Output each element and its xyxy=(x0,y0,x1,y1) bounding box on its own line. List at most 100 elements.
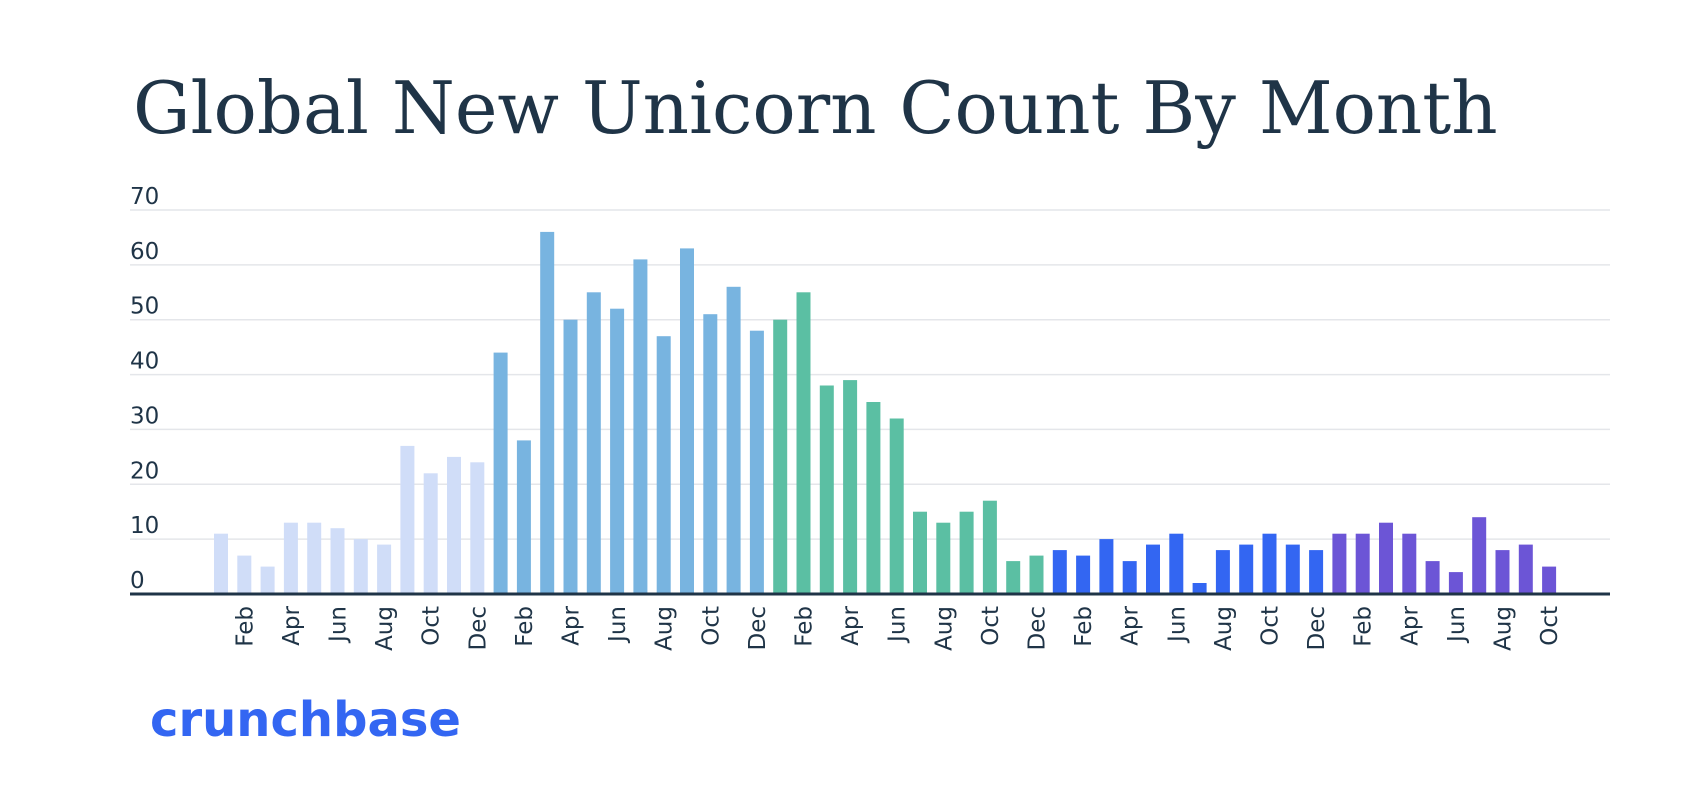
x-tick-label: Oct xyxy=(978,606,1004,646)
bar xyxy=(447,456,461,594)
bar xyxy=(470,462,485,594)
bar xyxy=(516,440,531,594)
x-tick-label: Jun xyxy=(326,606,352,644)
y-tick-label: 40 xyxy=(130,349,159,375)
bar xyxy=(330,528,345,594)
x-tick-label: Aug xyxy=(1211,606,1237,651)
bar xyxy=(1542,566,1557,594)
y-tick-label: 30 xyxy=(130,403,159,429)
y-tick-label: 0 xyxy=(130,568,145,594)
x-tick-label: Dec xyxy=(465,606,491,651)
bar xyxy=(796,292,811,594)
bar xyxy=(1425,561,1440,594)
bar xyxy=(1262,533,1277,594)
bar xyxy=(1122,561,1137,594)
y-tick-label: 50 xyxy=(130,294,159,320)
bar xyxy=(1239,544,1254,594)
bar xyxy=(1402,533,1417,594)
bars xyxy=(214,231,1557,594)
bar xyxy=(610,308,625,594)
y-tick-label: 70 xyxy=(130,184,159,210)
bar xyxy=(283,522,298,594)
x-tick-label: Aug xyxy=(372,606,398,651)
bar xyxy=(1192,583,1207,594)
bar xyxy=(1052,550,1067,594)
x-tick-label: Oct xyxy=(419,606,445,646)
y-tick-label: 60 xyxy=(130,239,159,265)
bar xyxy=(377,544,392,594)
bar xyxy=(1355,533,1370,594)
bar xyxy=(749,330,764,594)
bar xyxy=(633,259,648,594)
x-tick-label: Apr xyxy=(1118,605,1144,645)
bar xyxy=(400,445,415,594)
crunchbase-logo: crunchbase xyxy=(150,692,461,748)
x-tick-label: Dec xyxy=(1304,606,1330,651)
bar xyxy=(1379,522,1393,594)
bar xyxy=(1099,539,1114,594)
bar xyxy=(237,555,252,594)
x-tick-label: Aug xyxy=(1491,606,1517,651)
bar xyxy=(773,319,788,594)
bar xyxy=(1518,544,1533,594)
bar xyxy=(1472,517,1487,594)
x-tick-label: Oct xyxy=(698,606,724,646)
x-tick-label: Feb xyxy=(792,606,818,647)
bar xyxy=(819,385,834,594)
x-tick-label: Feb xyxy=(1351,606,1377,647)
bar xyxy=(540,231,555,594)
x-tick-label: Apr xyxy=(1397,605,1423,645)
bar xyxy=(1448,572,1463,594)
x-tick-label: Apr xyxy=(838,605,864,645)
x-tick-label: Feb xyxy=(512,606,538,647)
y-axis-ticks: 0 10 20 30 40 50 60 70 xyxy=(130,184,159,594)
bar xyxy=(1029,555,1044,594)
x-tick-label: Jun xyxy=(885,606,911,644)
x-tick-label: Jun xyxy=(1164,606,1190,644)
x-tick-label: Jun xyxy=(605,606,631,644)
x-tick-label: Feb xyxy=(1071,606,1097,647)
bar xyxy=(1285,544,1300,594)
y-tick-label: 10 xyxy=(130,513,159,539)
x-tick-label: Oct xyxy=(1258,606,1284,646)
bar xyxy=(563,319,578,594)
bar xyxy=(1215,550,1230,594)
x-tick-label: Feb xyxy=(232,606,258,647)
bar xyxy=(1169,533,1184,594)
bar xyxy=(493,352,508,594)
x-tick-label: Aug xyxy=(652,606,678,651)
bar xyxy=(260,566,275,594)
x-tick-label: Aug xyxy=(931,606,957,651)
bar xyxy=(866,402,881,594)
bar xyxy=(656,336,671,594)
bar xyxy=(913,511,927,594)
bar xyxy=(214,533,228,594)
x-tick-label: Dec xyxy=(745,606,771,651)
bar xyxy=(936,522,951,594)
bar xyxy=(889,418,904,594)
y-tick-label: 20 xyxy=(130,458,159,484)
bar xyxy=(307,522,322,594)
bar xyxy=(959,511,974,594)
bar xyxy=(353,539,368,594)
bar xyxy=(982,500,997,594)
x-tick-label: Apr xyxy=(279,605,305,645)
bar xyxy=(1076,555,1091,594)
bar xyxy=(680,248,694,594)
bar xyxy=(843,380,858,594)
bar xyxy=(703,314,718,594)
bar xyxy=(1309,550,1324,594)
chart-title: Global New Unicorn Count By Month xyxy=(133,66,1498,150)
bar xyxy=(423,473,438,594)
bar xyxy=(1332,533,1347,594)
x-tick-label: Dec xyxy=(1025,606,1051,651)
x-tick-label: Jun xyxy=(1444,606,1470,644)
x-tick-label: Oct xyxy=(1537,606,1563,646)
bar xyxy=(1146,544,1160,594)
bar xyxy=(586,292,601,594)
x-axis-ticks: Feb Apr Jun Aug Oct Dec Feb Apr Jun Aug Oct Dec Feb A… xyxy=(232,605,1563,650)
x-tick-label: Apr xyxy=(559,605,585,645)
bar xyxy=(1495,550,1510,594)
bar xyxy=(1006,561,1021,594)
